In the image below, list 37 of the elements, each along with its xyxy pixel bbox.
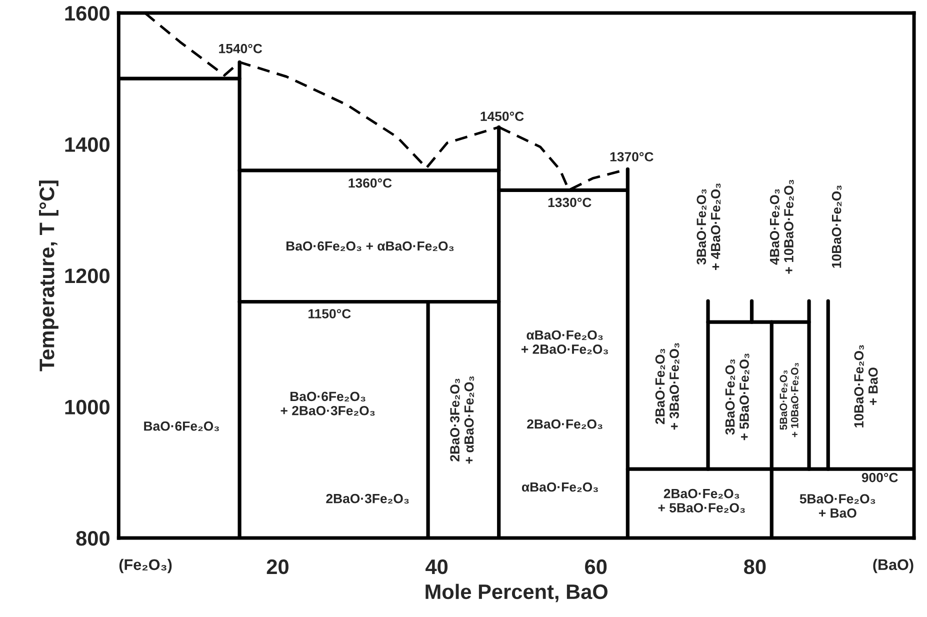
annotation: 1540°C (219, 44, 262, 54)
annotation: 5BaO·Fe₂O₃ + BaO (800, 494, 876, 518)
annotation: BaO·6Fe₂O₃ + αBaO·Fe₂O₃ (286, 241, 454, 252)
annotation: 4BaO·Fe₂O₃ + 10BaO·Fe₂O₃ (770, 180, 794, 274)
y-tick-label: 1200 (65, 268, 110, 284)
y-tick-label: 1600 (65, 6, 110, 21)
annotation: 2BaO·Fe₂O₃ + 3BaO·Fe₂O₃ (655, 343, 680, 430)
x-tick-label: 40 (426, 559, 448, 574)
annotation: 2BaO·3Fe₂O₃ (326, 494, 409, 504)
annotation: 10BaO·Fe₂O₃ (832, 186, 842, 268)
y-tick-label: 800 (76, 531, 110, 546)
x-axis-title: Mole Percent, BaO (426, 584, 608, 602)
annotation: 1450°C (480, 112, 524, 121)
x-tick-label: 20 (266, 559, 288, 574)
annotation: αBaO·Fe₂O₃ (522, 482, 598, 492)
y-tick-label: 1400 (65, 137, 110, 152)
annotation: 1370°C (610, 152, 654, 162)
annotation: BaO·6Fe₂O₃ (144, 421, 219, 432)
x-tick-label: (Fe₂O₃) (119, 558, 172, 574)
annotation: 1150°C (308, 309, 351, 318)
annotation: BaO·6Fe₂O₃ + 2BaO·3Fe₂O₃ (280, 392, 375, 416)
y-tick-label: 1000 (65, 400, 110, 415)
annotation: 10BaO·Fe₂O₃ + BaO (854, 345, 878, 428)
x-tick-label: 60 (585, 559, 607, 574)
annotation: αBaO·Fe₂O₃ + 2BaO·Fe₂O₃ (521, 330, 608, 354)
annotation: 3BaO·Fe₂O₃ + 4BaO·Fe₂O₃ (696, 184, 721, 270)
annotation: 1330°C (548, 198, 592, 208)
annotation: 2BaO·Fe₂O₃ (527, 419, 602, 430)
y-axis-title: Temperature, T [°C] (39, 180, 58, 372)
x-tick-label: 80 (744, 559, 766, 574)
annotation: 900°C (862, 472, 898, 482)
annotation: 3BaO·Fe₂O₃ + 5BaO·Fe₂O₃ (725, 354, 750, 440)
annotation: 5BaO·Fe₂O₃ + 10BaO·Fe₂O₃ (780, 362, 799, 438)
x-tick-label: (BaO) (873, 558, 914, 574)
annotation: 2BaO·3Fe₂O₃ + αBaO·Fe₂O₃ (450, 376, 474, 464)
annotation: 1360°C (348, 178, 392, 188)
annotation: 2BaO·Fe₂O₃ + 5BaO·Fe₂O₃ (658, 488, 745, 513)
